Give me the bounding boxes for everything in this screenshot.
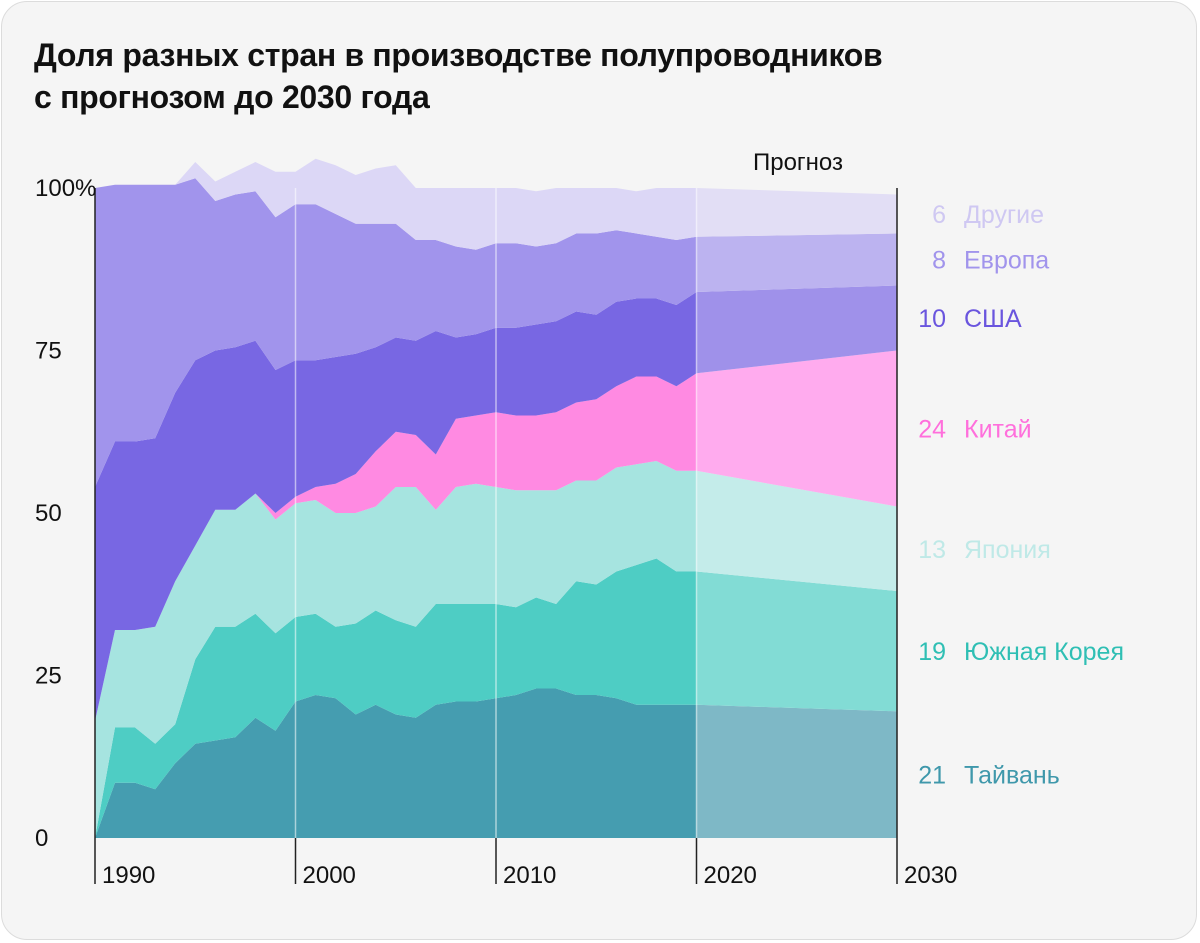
legend-value-япония: 13 [918,536,946,564]
y-axis: 100% 75 50 25 0 [35,175,96,852]
legend-value-китай: 24 [918,416,946,444]
legend-label-сша: США [964,305,1022,333]
area-тайвань-historical [95,688,697,838]
y-tick-label: 100% [35,175,96,202]
x-tick-label: 1990 [102,862,155,889]
chart-title: Доля разных стран в производстве полупро… [34,34,1034,118]
legend-label-япония: Япония [964,536,1051,564]
area-южная-корея-historical [95,558,697,838]
area-series-group [95,158,897,838]
legend-value-другие: 6 [932,201,946,229]
y-tick-label: 50 [35,500,62,527]
x-tick-label: 2030 [904,862,957,889]
area-сша-historical [95,292,697,721]
x-tick-label: 2010 [503,862,556,889]
y-tick-label: 25 [35,663,62,690]
area-япония-historical [95,461,697,838]
legend: 21 Тайвань 19 Южная Корея 13 Япония 24 Китай 10 С… [918,201,1124,790]
area-тайвань-forecast [696,704,897,838]
legend-value-европа: 8 [932,247,946,275]
area-европа-forecast [696,233,897,292]
x-tick-label: 2020 [704,862,757,889]
area-сша-forecast [696,285,897,374]
gridlines [94,188,898,884]
forecast-label: Прогноз [753,149,843,176]
legend-label-тайвань: Тайвань [964,762,1060,790]
y-tick-label: 0 [35,825,48,852]
legend-label-китай: Китай [964,416,1032,444]
area-другие-forecast [696,188,897,237]
chart-title-line-2: с прогнозом до 2030 года [34,79,430,115]
area-китай-historical [95,373,697,721]
legend-label-европа: Европа [964,247,1049,275]
chart-title-line-1: Доля разных стран в производстве полупро… [34,37,883,73]
area-япония-forecast [696,470,897,591]
area-китай-forecast [696,350,897,507]
legend-label-южная-корея: Южная Корея [964,638,1124,666]
x-tick-label: 2000 [303,862,356,889]
legend-label-другие: Другие [964,201,1044,229]
legend-value-сша: 10 [918,305,946,333]
x-axis: 1990 2000 2010 2020 2030 [102,862,957,889]
legend-value-тайвань: 21 [918,762,946,790]
area-южная-корея-forecast [696,571,897,712]
y-tick-label: 75 [35,338,62,365]
legend-value-южная-корея: 19 [918,638,946,666]
area-другие-historical [95,158,697,250]
area-европа-historical [95,178,697,488]
